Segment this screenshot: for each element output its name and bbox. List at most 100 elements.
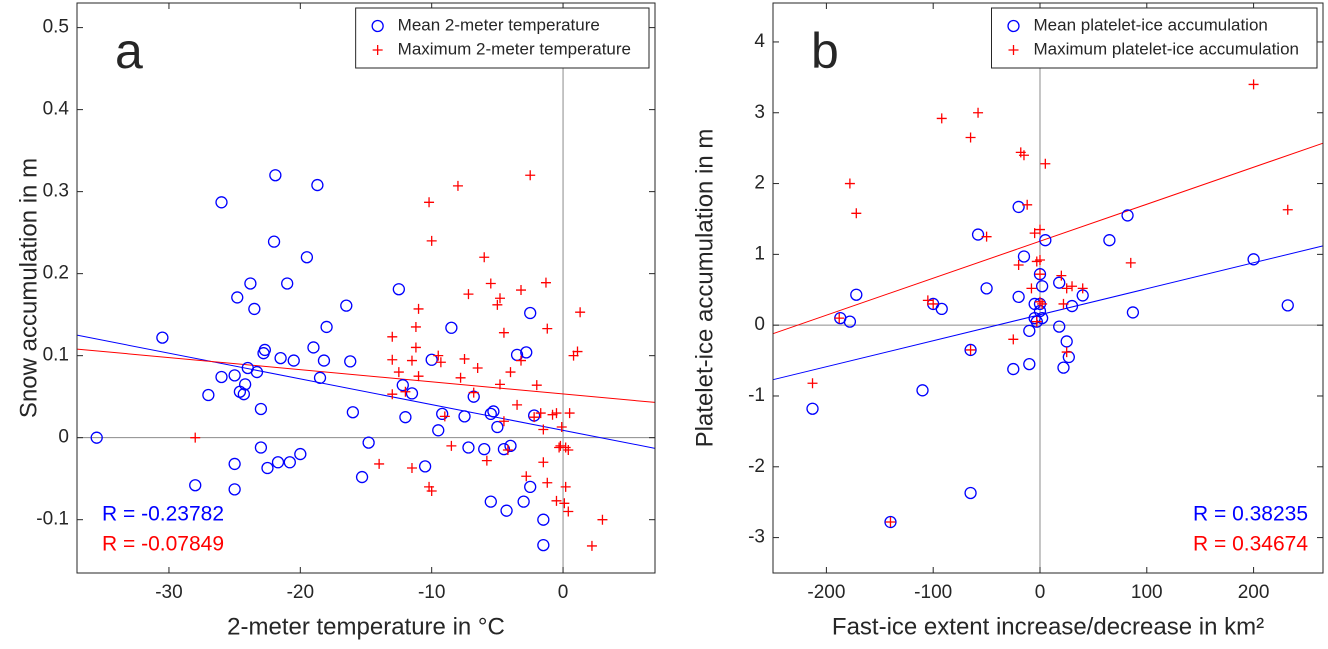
y-tick-label: 3	[754, 102, 765, 123]
point	[563, 506, 574, 517]
point	[492, 299, 503, 310]
point	[254, 402, 268, 416]
point	[572, 346, 583, 357]
panel-label: b	[811, 23, 839, 79]
point	[418, 460, 432, 473]
point	[344, 355, 357, 368]
point	[202, 388, 215, 402]
point	[1033, 268, 1047, 281]
point	[851, 208, 862, 219]
point	[340, 299, 353, 312]
axes-box	[76, 2, 656, 574]
point	[540, 277, 551, 288]
point	[228, 457, 241, 471]
point	[555, 440, 566, 451]
point	[254, 441, 268, 454]
point	[413, 371, 424, 382]
point	[362, 436, 375, 449]
point	[406, 355, 417, 366]
point	[1053, 276, 1066, 289]
point	[1077, 283, 1088, 294]
fit-line	[76, 334, 656, 449]
point	[524, 480, 537, 494]
point	[446, 440, 457, 451]
point	[597, 514, 608, 525]
point	[406, 463, 417, 474]
point	[346, 406, 360, 419]
point	[231, 291, 244, 304]
point	[525, 170, 536, 181]
y-tick-label: 0	[754, 314, 765, 335]
legend: Mean 2-meter temperature Maximum 2-meter …	[355, 7, 650, 69]
point	[560, 442, 571, 453]
point	[484, 495, 497, 508]
point	[537, 538, 550, 552]
fit-line	[76, 348, 656, 403]
point	[885, 517, 896, 528]
point	[435, 357, 446, 368]
point	[1061, 347, 1072, 358]
point	[1035, 280, 1049, 293]
point	[261, 461, 274, 475]
point	[413, 303, 424, 314]
point	[922, 295, 933, 306]
legend-box	[991, 7, 1318, 69]
point	[374, 458, 385, 469]
x-tick-label: -10	[418, 582, 445, 603]
panel: -30 -20 -10 0 -0.1 0 0.1 0.2 0.3 0.4 0.5 2-meter te…	[15, 3, 656, 640]
point	[551, 408, 562, 419]
point	[1012, 290, 1025, 304]
point	[928, 298, 939, 309]
point	[320, 320, 333, 334]
point	[538, 457, 549, 468]
legend-marker	[372, 45, 383, 55]
fit-line	[772, 245, 1324, 381]
point	[445, 321, 458, 334]
point	[478, 443, 491, 456]
point	[425, 353, 438, 366]
point	[1007, 362, 1020, 376]
point	[520, 346, 533, 359]
y-tick-label: -3	[748, 527, 765, 548]
point	[542, 477, 553, 488]
point	[531, 380, 542, 391]
point	[485, 278, 496, 289]
point	[498, 327, 509, 338]
point	[311, 178, 324, 192]
point	[965, 132, 976, 143]
point	[535, 408, 546, 419]
point	[504, 439, 517, 453]
point	[393, 367, 404, 378]
point	[971, 228, 985, 241]
legend-label: Maximum 2-meter temperature	[398, 39, 631, 58]
point	[529, 412, 540, 423]
point	[1247, 253, 1260, 266]
y-tick-label: 0.2	[43, 263, 69, 284]
legend-marker	[1008, 45, 1019, 55]
point	[1053, 320, 1066, 333]
legend-label: Maximum platelet-ice accumulation	[1034, 39, 1300, 58]
point	[1031, 316, 1042, 327]
point	[563, 444, 574, 455]
point	[1121, 209, 1134, 222]
point	[586, 540, 597, 551]
point	[281, 277, 294, 290]
point	[271, 456, 285, 469]
legend-marker	[1007, 19, 1020, 33]
y-tick-label: 0.5	[43, 17, 69, 38]
point	[502, 444, 513, 455]
point	[505, 367, 516, 378]
point	[981, 231, 992, 242]
point	[1023, 357, 1036, 371]
point	[424, 197, 435, 208]
point	[884, 515, 897, 529]
point	[494, 293, 505, 304]
point	[556, 422, 567, 433]
point	[237, 388, 250, 401]
annotation: R = 0.38235	[1193, 503, 1308, 526]
point	[399, 411, 412, 424]
axes-box	[772, 2, 1324, 574]
x-axis-label: 2-meter temperature in °C	[227, 613, 505, 640]
y-axis-label: Snow accumulation in m	[15, 158, 42, 418]
point	[238, 378, 252, 391]
